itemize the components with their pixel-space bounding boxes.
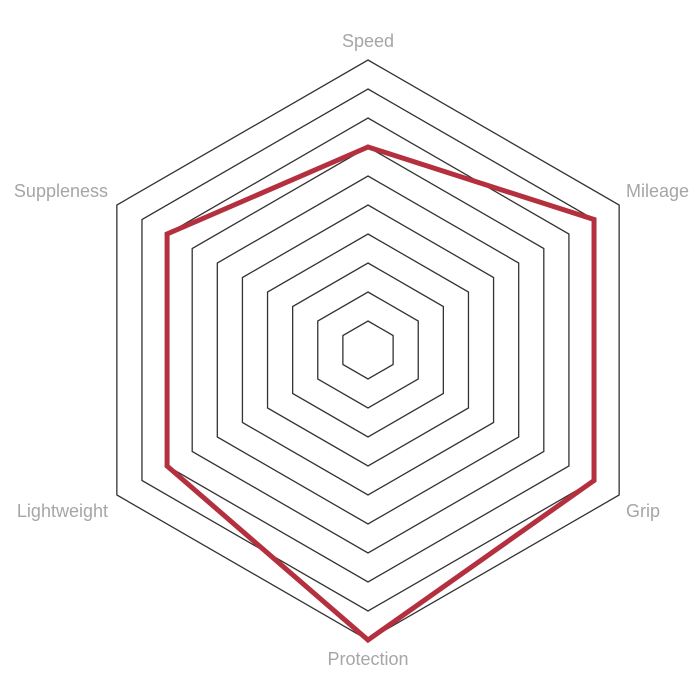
data-point-grip [591, 478, 597, 483]
grid-ring-2 [317, 291, 419, 409]
data-point-suppleness [164, 231, 170, 237]
grid-ring-6 [216, 175, 520, 525]
grid-ring-4 [266, 233, 470, 467]
axis-label-grip: Grip [626, 501, 660, 521]
grid-ring-1 [342, 320, 394, 380]
axis-label-speed: Speed [342, 31, 394, 51]
data-point-lightweight [164, 463, 170, 469]
axis-label-lightweight: Lightweight [17, 501, 108, 521]
axis-label-protection: Protection [327, 649, 408, 669]
grid-ring-5 [241, 204, 495, 496]
data-point-mileage [591, 217, 597, 222]
series-polygon-0 [164, 144, 597, 644]
grid-ring-3 [292, 262, 444, 438]
grid-ring-8 [166, 117, 570, 583]
grid-ring-9 [141, 88, 595, 612]
axis-label-mileage: Mileage [626, 181, 689, 201]
data-point-protection [365, 637, 371, 643]
grid-ring-7 [191, 146, 545, 554]
data-point-speed [365, 144, 371, 150]
axis-label-suppleness: Suppleness [14, 181, 108, 201]
